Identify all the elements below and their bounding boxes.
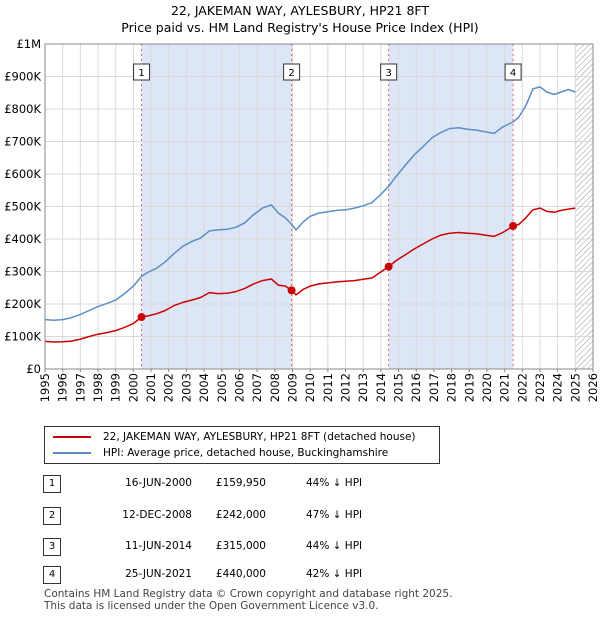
- x-tick-label: 2002: [162, 373, 176, 402]
- chart-legend: 22, JAKEMAN WAY, AYLESBURY, HP21 8FT (de…: [44, 426, 440, 464]
- y-tick-label: £100K: [4, 330, 41, 344]
- chart-title: 22, JAKEMAN WAY, AYLESBURY, HP21 8FT: [170, 3, 430, 18]
- x-tick-label: 2008: [268, 373, 282, 402]
- transaction-row: 3 11-JUN-2014 £315,000 44% ↓ HPI: [0, 538, 600, 558]
- transaction-label-box: [504, 63, 522, 81]
- transaction-number: 1: [43, 475, 61, 493]
- y-tick-label: £900K: [4, 70, 41, 84]
- transaction-date: 25-JUN-2021: [125, 568, 192, 580]
- y-tick-label: £1M: [16, 37, 41, 51]
- transaction-label-box: [283, 63, 301, 81]
- x-tick-label: 1997: [73, 373, 87, 402]
- y-tick-label: £0: [26, 362, 41, 376]
- x-tick-label: 2010: [303, 373, 317, 402]
- y-tick-label: £700K: [4, 135, 41, 149]
- x-tick-label: 2025: [568, 373, 582, 402]
- x-tick-label: 2003: [179, 373, 193, 402]
- transaction-price: £159,950: [215, 477, 266, 489]
- x-tick-label: 2019: [462, 373, 476, 402]
- transaction-price: £315,000: [215, 540, 266, 552]
- legend-label-hpi: HPI: Average price, detached house, Buck…: [103, 447, 389, 459]
- y-tick-label: £800K: [4, 102, 41, 116]
- transaction-price: £242,000: [215, 509, 266, 521]
- x-tick-label: 2014: [374, 373, 388, 402]
- x-tick-label: 2016: [409, 373, 423, 402]
- x-tick-label: 2001: [144, 373, 158, 402]
- legend-swatch-hpi: [53, 452, 91, 454]
- transaction-date: 12-DEC-2008: [122, 509, 192, 521]
- x-tick-label: 2011: [321, 373, 335, 402]
- hpi-line: [44, 86, 576, 322]
- x-tick-label: 2021: [498, 373, 512, 402]
- x-tick-label: 2007: [250, 373, 264, 402]
- y-tick-label: £500K: [4, 200, 41, 214]
- transaction-row: 2 12-DEC-2008 £242,000 47% ↓ HPI: [0, 507, 600, 527]
- x-tick-label: 2020: [480, 373, 494, 402]
- x-tick-label: 2006: [232, 373, 246, 402]
- transaction-point: [384, 262, 393, 271]
- legend-item-hpi: HPI: Average price, detached house, Buck…: [53, 445, 388, 461]
- transaction-hpi: 44% ↓ HPI: [306, 477, 363, 489]
- x-tick-label: 2026: [586, 373, 600, 402]
- x-tick-label: 2000: [126, 373, 140, 402]
- footer-licence: This data is licensed under the Open Gov…: [44, 599, 379, 612]
- transaction-date: 16-JUN-2000: [125, 477, 192, 489]
- transaction-number: 4: [43, 566, 61, 584]
- transaction-hpi: 44% ↓ HPI: [306, 540, 363, 552]
- transaction-row: 1 16-JUN-2000 £159,950 44% ↓ HPI: [0, 475, 600, 495]
- x-tick-label: 2024: [551, 373, 565, 402]
- legend-item-property: 22, JAKEMAN WAY, AYLESBURY, HP21 8FT (de…: [53, 429, 416, 445]
- x-tick-label: 2018: [445, 373, 459, 402]
- x-tick-label: 2005: [215, 373, 229, 402]
- footer-attribution: Contains HM Land Registry data © Crown c…: [44, 588, 453, 612]
- x-tick-label: 1998: [91, 373, 105, 402]
- x-tick-label: 2004: [197, 373, 211, 402]
- x-tick-label: 1995: [38, 373, 52, 402]
- transaction-label: 2: [288, 68, 294, 79]
- x-tick-label: 2013: [356, 373, 370, 402]
- transaction-row: 4 25-JUN-2021 £440,000 42% ↓ HPI: [0, 566, 600, 586]
- footer-copyright: Contains HM Land Registry data © Crown c…: [44, 588, 453, 600]
- legend-label-property: 22, JAKEMAN WAY, AYLESBURY, HP21 8FT (de…: [103, 431, 416, 443]
- transaction-point: [287, 286, 296, 295]
- x-tick-label: 2009: [285, 373, 299, 402]
- y-tick-label: £600K: [4, 167, 41, 181]
- x-tick-label: 2023: [533, 373, 547, 402]
- x-tick-label: 2017: [427, 373, 441, 402]
- price-chart: 1 2 3 4 £0 £100K £200K £300K £400K £500K £600K £70…: [4, 37, 600, 402]
- transaction-point: [137, 313, 146, 322]
- transaction-label: 1: [138, 68, 144, 79]
- transaction-label: 4: [510, 68, 516, 79]
- x-tick-label: 1996: [56, 373, 70, 402]
- transaction-hpi: 42% ↓ HPI: [306, 568, 363, 580]
- transaction-date: 11-JUN-2014: [125, 540, 192, 552]
- x-tick-label: 1999: [109, 373, 123, 402]
- x-tick-label: 2012: [339, 373, 353, 402]
- transaction-label-box: [380, 63, 398, 81]
- legend-swatch-property: [53, 436, 91, 438]
- transaction-point: [509, 222, 518, 230]
- y-tick-label: £300K: [4, 265, 41, 279]
- transaction-number: 2: [43, 507, 61, 525]
- transaction-label-box: [133, 63, 151, 81]
- plot-frame: [44, 43, 594, 370]
- y-tick-label: £400K: [4, 232, 41, 246]
- transaction-label: 3: [385, 68, 391, 79]
- chart-subtitle: Price paid vs. HM Land Registry's House …: [121, 20, 479, 35]
- x-tick-label: 2015: [392, 373, 406, 402]
- y-tick-label: £200K: [4, 297, 41, 311]
- x-tick-label: 2022: [515, 373, 529, 402]
- transaction-hpi: 47% ↓ HPI: [306, 509, 363, 521]
- transaction-price: £440,000: [215, 568, 266, 580]
- transaction-number: 3: [43, 538, 61, 556]
